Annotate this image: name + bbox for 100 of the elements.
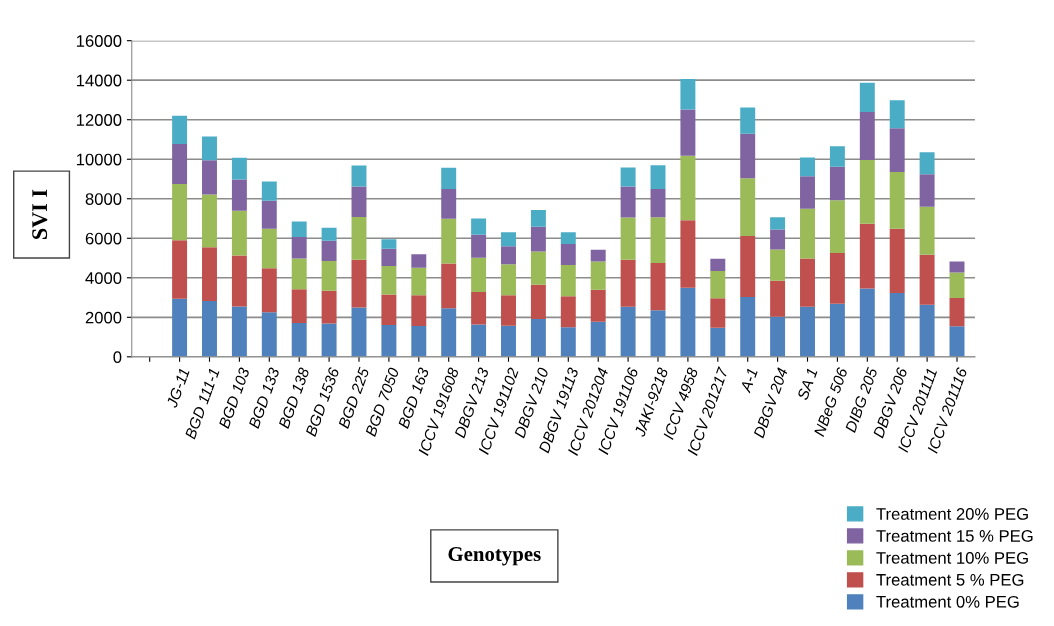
legend-label: Treatment 10% PEG bbox=[876, 551, 1028, 564]
bar bbox=[501, 325, 516, 357]
bar bbox=[471, 324, 487, 357]
bar bbox=[620, 306, 636, 357]
legend-label: Treatment 20% PEG bbox=[876, 508, 1028, 520]
x-tick-label: BGD 103 bbox=[218, 366, 250, 429]
bar bbox=[441, 167, 457, 190]
bar bbox=[740, 236, 756, 297]
bar bbox=[590, 249, 606, 262]
bar bbox=[291, 258, 307, 290]
bar bbox=[859, 160, 875, 224]
bar bbox=[471, 292, 487, 325]
bar bbox=[261, 181, 277, 201]
bar bbox=[530, 210, 546, 227]
bar bbox=[590, 321, 606, 357]
bar bbox=[291, 323, 307, 357]
bar bbox=[800, 176, 815, 209]
bar bbox=[650, 217, 666, 263]
legend-label: Treatment 5 % PEG bbox=[876, 573, 1024, 586]
bar bbox=[889, 171, 905, 229]
bar bbox=[471, 257, 487, 293]
bar bbox=[800, 306, 815, 357]
bar bbox=[291, 289, 307, 324]
bar bbox=[530, 251, 546, 285]
bar bbox=[740, 178, 756, 237]
bar bbox=[859, 288, 875, 357]
bar bbox=[441, 263, 457, 309]
bar bbox=[740, 133, 756, 179]
bar bbox=[231, 210, 247, 256]
bar bbox=[172, 240, 188, 299]
bar bbox=[710, 298, 726, 328]
bar bbox=[471, 234, 487, 258]
bar bbox=[501, 264, 516, 296]
bar bbox=[321, 290, 337, 324]
bar bbox=[800, 258, 815, 307]
x-tick-label: A-1 bbox=[739, 367, 758, 394]
bar bbox=[411, 267, 427, 296]
bar bbox=[560, 327, 576, 357]
bar bbox=[710, 271, 726, 299]
bar bbox=[919, 304, 935, 357]
y-tick-label: 10000 bbox=[76, 153, 122, 166]
bar bbox=[919, 206, 935, 255]
bar bbox=[770, 249, 786, 281]
bar bbox=[710, 327, 726, 357]
bar bbox=[710, 258, 726, 272]
bar bbox=[889, 228, 905, 293]
bar bbox=[202, 160, 217, 195]
bar bbox=[680, 287, 696, 357]
bar bbox=[381, 325, 397, 357]
bar bbox=[740, 296, 756, 357]
bar bbox=[381, 294, 397, 326]
bar bbox=[889, 100, 905, 129]
x-tick-label: SA 1 bbox=[796, 367, 818, 401]
bar bbox=[351, 216, 367, 260]
bar bbox=[321, 323, 337, 357]
bar bbox=[501, 246, 516, 265]
bar bbox=[949, 297, 965, 327]
bar bbox=[590, 261, 606, 290]
bar bbox=[471, 218, 487, 235]
bar bbox=[889, 128, 905, 172]
bar bbox=[740, 107, 756, 134]
bar bbox=[172, 115, 188, 145]
bar bbox=[919, 254, 935, 305]
bar bbox=[650, 165, 666, 190]
y-tick-label: 4000 bbox=[85, 272, 122, 284]
bar bbox=[949, 326, 965, 357]
bar bbox=[441, 308, 457, 357]
bar bbox=[680, 79, 696, 110]
bar bbox=[202, 301, 217, 357]
bar bbox=[949, 272, 965, 298]
bar bbox=[261, 228, 277, 269]
y-tick-label: 12000 bbox=[76, 114, 122, 126]
bar bbox=[919, 152, 935, 175]
bar bbox=[231, 157, 247, 180]
y-tick-label: 8000 bbox=[85, 193, 122, 205]
bar bbox=[172, 298, 188, 357]
bar bbox=[321, 227, 337, 241]
bar bbox=[530, 319, 546, 357]
bar bbox=[501, 232, 516, 247]
y-tick-label: 16000 bbox=[76, 35, 122, 47]
bar bbox=[560, 296, 576, 328]
bar bbox=[889, 293, 905, 357]
bar bbox=[829, 146, 845, 167]
bar bbox=[650, 310, 666, 357]
bar bbox=[590, 289, 606, 322]
y-tick-label: 0 bbox=[113, 351, 122, 364]
y-tick-label: 2000 bbox=[85, 311, 122, 324]
bar bbox=[770, 217, 786, 230]
bar bbox=[680, 155, 696, 221]
bar bbox=[859, 112, 875, 161]
bar bbox=[770, 280, 786, 317]
bar bbox=[770, 316, 786, 357]
bar bbox=[381, 265, 397, 295]
bar bbox=[620, 186, 636, 218]
bar bbox=[172, 144, 188, 184]
bar bbox=[351, 307, 367, 357]
bar bbox=[202, 136, 217, 161]
bar bbox=[560, 232, 576, 244]
bar bbox=[680, 220, 696, 288]
legend-label: Treatment 15 % PEG bbox=[876, 530, 1033, 542]
